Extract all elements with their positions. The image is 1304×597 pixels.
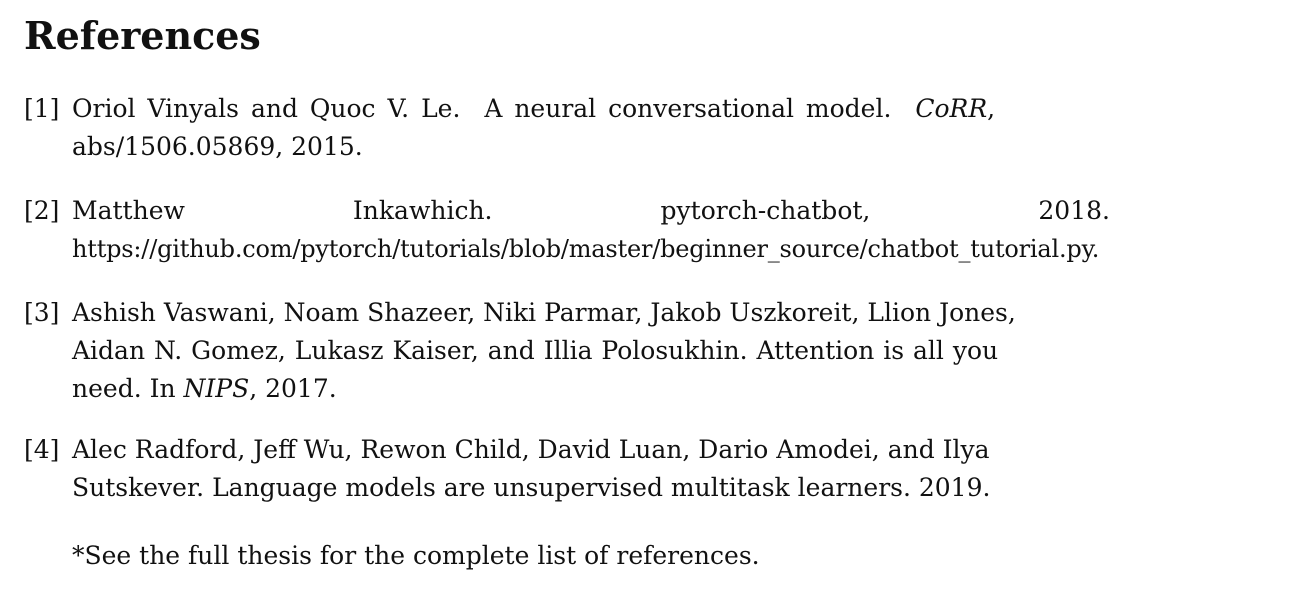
reference-title: A neural conversational model.: [484, 94, 892, 123]
reference-text: Oriol Vinyals and Quoc V. Le. A neural c…: [72, 90, 995, 166]
reference-line: Aidan N. Gomez, Lukasz Kaiser, and Illia…: [72, 336, 999, 365]
reference-line: need. In: [72, 374, 184, 403]
reference-text: Matthew Inkawhich. pytorch-chatbot, 2018…: [72, 192, 1110, 268]
reference-line: Alec Radford, Jeff Wu, Rewon Child, Davi…: [72, 435, 990, 464]
reference-authors: Oriol Vinyals and Quoc V. Le.: [72, 94, 461, 123]
reference-line: , 2017.: [249, 374, 337, 403]
reference-venue-suffix: ,: [987, 94, 996, 123]
reference-label: [2]: [24, 196, 60, 225]
reference-word: 2018.: [1038, 196, 1110, 225]
reference-word: pytorch-chatbot,: [660, 196, 871, 225]
reference-word: Inkawhich.: [352, 196, 493, 225]
reference-label: [1]: [24, 94, 60, 123]
reference-text: Alec Radford, Jeff Wu, Rewon Child, Davi…: [72, 431, 990, 507]
reference-venue: CoRR: [915, 94, 988, 123]
reference-url: https://github.com/pytorch/tutorials/blo…: [72, 235, 1100, 263]
footnote: *See the full thesis for the complete li…: [72, 541, 760, 570]
reference-word: Matthew: [72, 196, 185, 225]
reference-line: Ashish Vaswani, Noam Shazeer, Niki Parma…: [72, 298, 1016, 327]
reference-line: Sutskever. Language models are unsupervi…: [72, 473, 991, 502]
reference-venue: NIPS: [183, 374, 250, 403]
reference-text: Ashish Vaswani, Noam Shazeer, Niki Parma…: [72, 294, 1016, 408]
reference-label: [4]: [24, 435, 60, 464]
reference-details: abs/1506.05869, 2015.: [72, 132, 363, 161]
reference-label: [3]: [24, 298, 60, 327]
references-heading: References: [24, 13, 261, 58]
